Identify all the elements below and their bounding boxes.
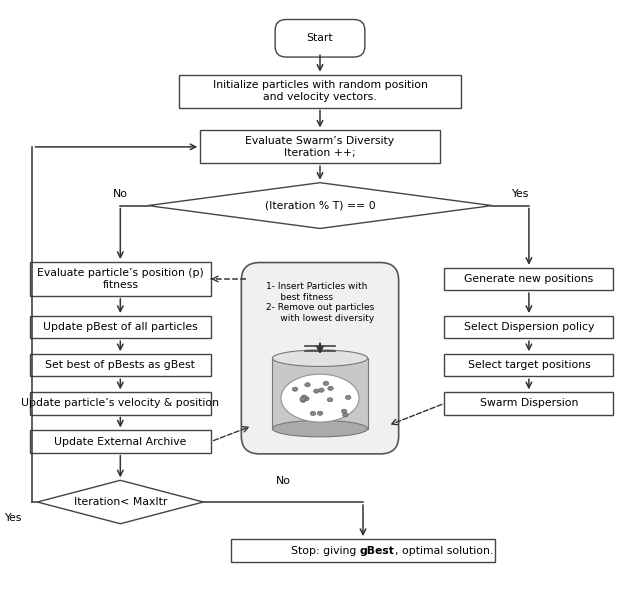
- Text: Set best of pBests as gBest: Set best of pBests as gBest: [45, 360, 195, 370]
- Text: Update particle’s velocity & position: Update particle’s velocity & position: [21, 398, 220, 409]
- Ellipse shape: [319, 388, 324, 392]
- Bar: [200, 131, 440, 164]
- Bar: [29, 392, 211, 415]
- Ellipse shape: [300, 398, 306, 403]
- Ellipse shape: [303, 397, 309, 401]
- Text: Evaluate particle’s position (p)
fitness: Evaluate particle’s position (p) fitness: [37, 268, 204, 290]
- Bar: [29, 431, 211, 453]
- Text: Update External Archive: Update External Archive: [54, 437, 186, 447]
- Ellipse shape: [273, 350, 367, 367]
- Bar: [444, 316, 613, 338]
- Ellipse shape: [281, 374, 359, 422]
- Text: Generate new positions: Generate new positions: [464, 274, 593, 284]
- Bar: [29, 354, 211, 376]
- Ellipse shape: [327, 398, 333, 402]
- FancyBboxPatch shape: [241, 262, 399, 454]
- Ellipse shape: [328, 386, 333, 391]
- Text: Initialize particles with random position
and velocity vectors.: Initialize particles with random positio…: [212, 80, 428, 102]
- Text: 1- Insert Particles with
     best fitness
2- Remove out particles
     with low: 1- Insert Particles with best fitness 2-…: [266, 282, 374, 322]
- Text: Swarm Dispersion: Swarm Dispersion: [480, 398, 578, 409]
- Text: Yes: Yes: [4, 513, 22, 524]
- Text: Select Dispersion policy: Select Dispersion policy: [464, 322, 594, 332]
- Ellipse shape: [314, 389, 319, 393]
- Text: Stop: giving: Stop: giving: [291, 546, 360, 556]
- Text: (Iteration % T) == 0: (Iteration % T) == 0: [264, 201, 376, 211]
- Ellipse shape: [342, 413, 348, 417]
- Ellipse shape: [292, 387, 298, 391]
- Text: Evaluate Swarm’s Diversity
Iteration ++;: Evaluate Swarm’s Diversity Iteration ++;: [245, 136, 395, 158]
- Ellipse shape: [273, 420, 367, 437]
- Text: No: No: [113, 189, 128, 199]
- Bar: [29, 262, 211, 296]
- Bar: [179, 75, 461, 108]
- Text: No: No: [276, 476, 291, 486]
- Text: Select target positions: Select target positions: [468, 360, 590, 370]
- Ellipse shape: [301, 395, 307, 399]
- Ellipse shape: [317, 412, 323, 415]
- Bar: [231, 539, 495, 562]
- Text: Update pBest of all particles: Update pBest of all particles: [43, 322, 198, 332]
- Text: Yes: Yes: [511, 189, 529, 199]
- Ellipse shape: [310, 412, 316, 416]
- Bar: [29, 316, 211, 338]
- Ellipse shape: [300, 397, 305, 401]
- Text: Start: Start: [307, 34, 333, 43]
- Polygon shape: [37, 480, 204, 524]
- Polygon shape: [148, 183, 492, 228]
- Ellipse shape: [346, 395, 351, 400]
- Bar: [444, 268, 613, 290]
- Bar: [444, 392, 613, 415]
- Ellipse shape: [341, 409, 347, 413]
- Bar: [273, 358, 367, 429]
- Text: , optimal solution.: , optimal solution.: [395, 546, 493, 556]
- Ellipse shape: [305, 383, 310, 387]
- Text: Iteration< MaxItr: Iteration< MaxItr: [74, 497, 167, 507]
- FancyBboxPatch shape: [275, 20, 365, 57]
- Ellipse shape: [323, 382, 329, 385]
- Bar: [444, 354, 613, 376]
- Text: gBest: gBest: [360, 546, 395, 556]
